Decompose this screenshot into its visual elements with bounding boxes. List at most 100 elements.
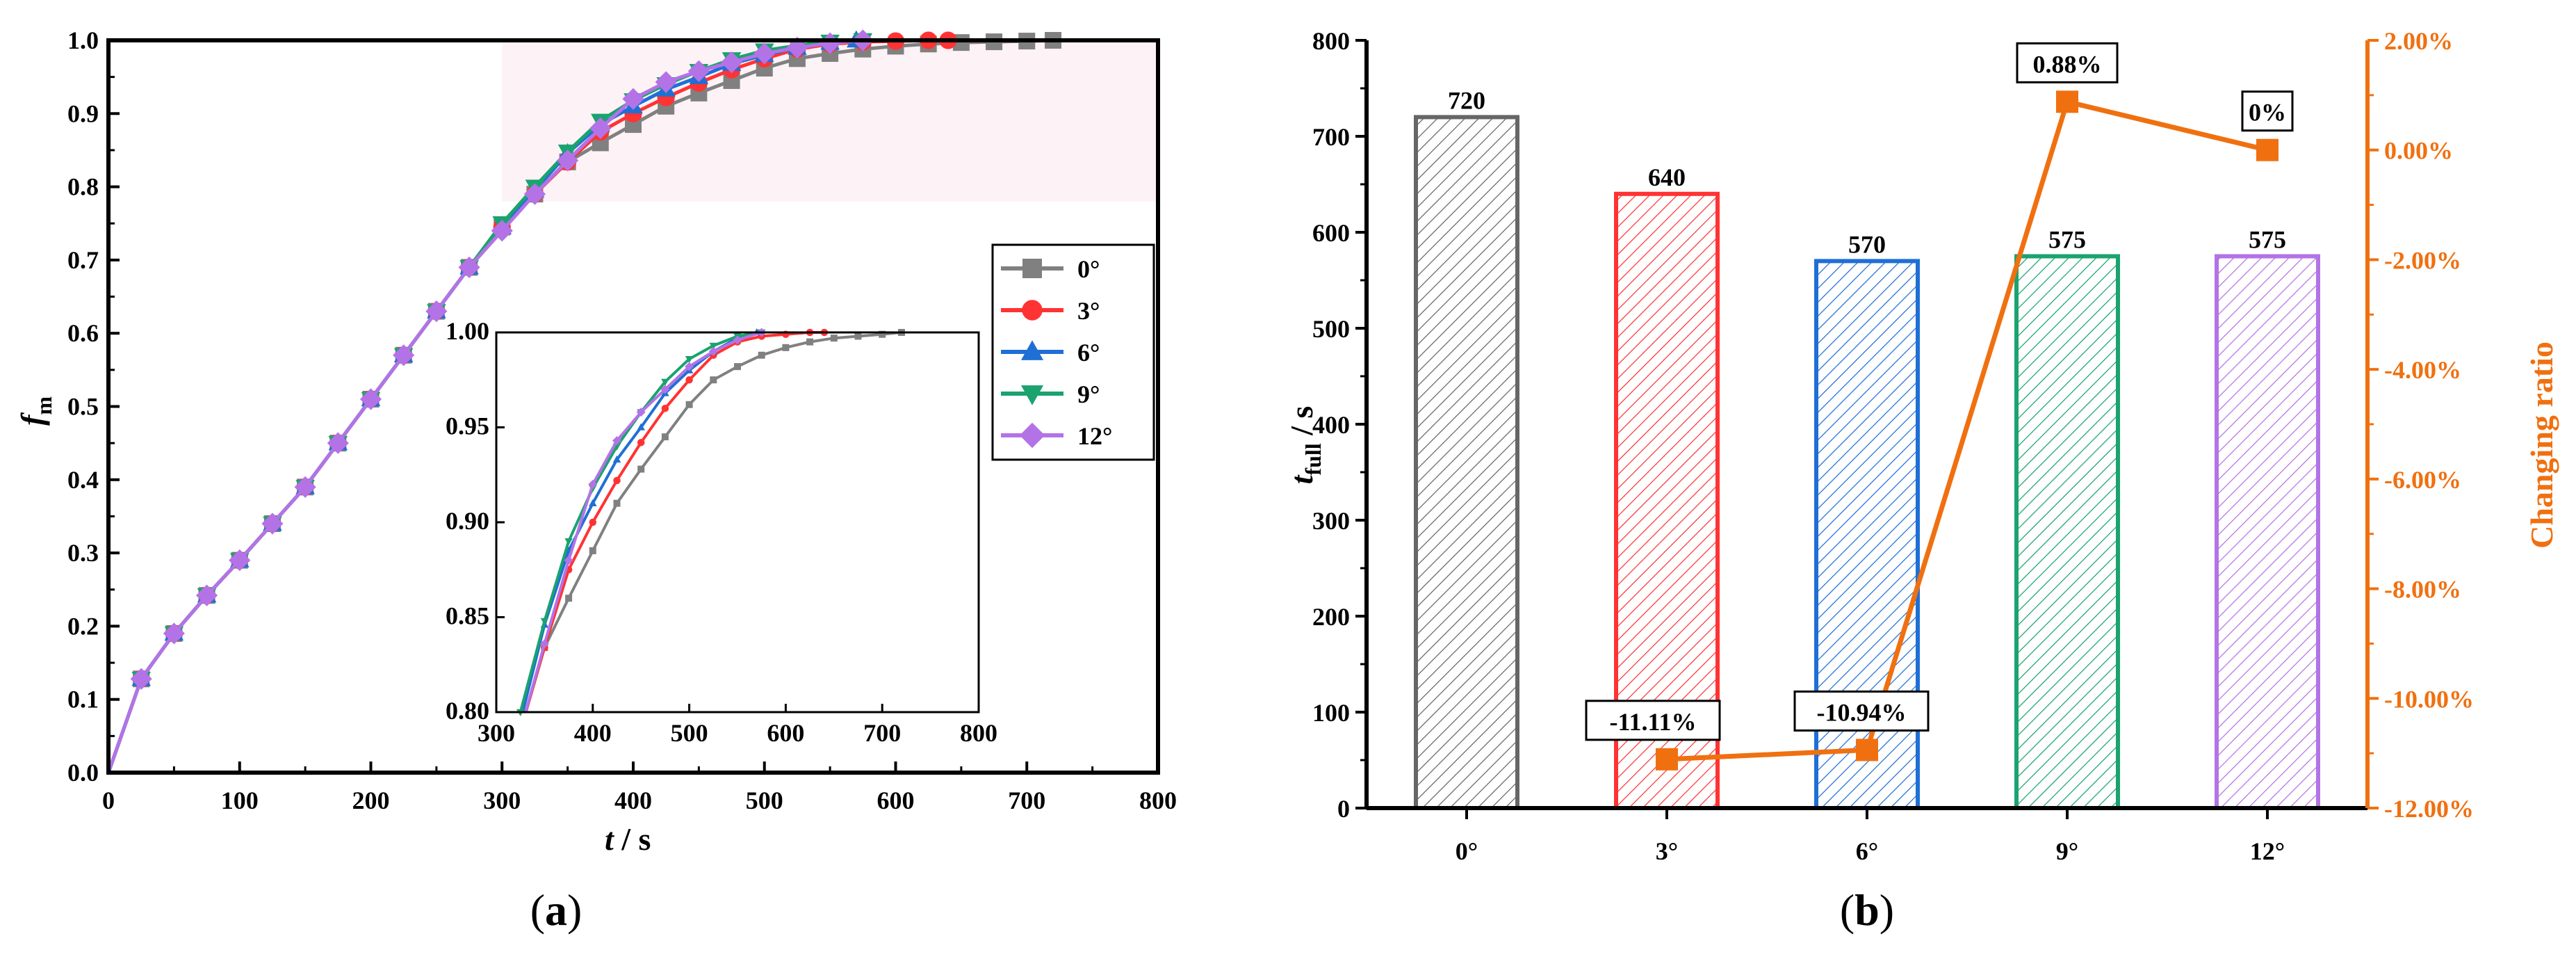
a-data-point: [523, 183, 546, 205]
a-data-point: [425, 300, 448, 323]
b-y-tick-label: 200: [1312, 603, 1350, 631]
a-x-axis: 0 100 200 300 400 500 600 700 800: [102, 761, 1177, 814]
a-legend-item: 6°: [1001, 339, 1100, 366]
a-inset-background: [496, 332, 979, 712]
b-ratio-label: 0.88%: [2033, 50, 2102, 78]
b-y-tick-label: 400: [1312, 411, 1350, 439]
a-y-axis: 0.0 0.1 0.2 0.3 0.4 0.5 0.6 0.7 0.8 0.9 1.0: [67, 26, 120, 787]
a-inset-data-point: [564, 556, 573, 565]
a-inset-data-point: [854, 332, 862, 340]
a-x-axis-label-unit: / s: [614, 821, 651, 857]
a-y-tick-label: 0.0: [67, 759, 99, 787]
b-ratio-point-2: 0.88%: [2016, 42, 2119, 113]
a-legend-marker: [1022, 259, 1042, 278]
a-inset-data-point: [565, 595, 573, 602]
b-bar-3: 575: [2014, 226, 2120, 810]
a-legend-item: 0°: [1001, 255, 1100, 283]
b-y-axis: 0 100 200 300 400 500 600 700 800: [1312, 27, 1367, 823]
a-inset-y-tick-label: 1.00: [446, 317, 489, 345]
a-inset-data-point: [782, 344, 790, 351]
a-inset-x-tick-label: 400: [574, 719, 612, 747]
a-data-point: [819, 32, 841, 54]
b-x-tick-label: 3°: [1656, 837, 1678, 865]
a-inset-data-point: [734, 363, 741, 371]
a-x-tick-label: 200: [352, 787, 390, 814]
a-data-point: [622, 88, 644, 110]
a-data-point: [753, 42, 776, 65]
chart-a: 0 100 200 300 400 500 600 700 800 0.00.10.20.30.…: [15, 26, 1177, 935]
panel-a-letter: a: [545, 885, 567, 935]
a-x-tick-label: 400: [614, 787, 652, 814]
a-data-point: [655, 71, 677, 93]
a-y-tick-label: 0.2: [67, 612, 99, 640]
a-y-tick-label: 0.7: [67, 246, 99, 274]
panel-b-caption: (b): [1840, 885, 1894, 935]
a-x-tick-label: 600: [877, 787, 915, 814]
a-legend-marker: [1019, 422, 1045, 449]
b-bar-value-label: 575: [2249, 226, 2286, 254]
a-inset-y-tick-label: 0.90: [446, 507, 489, 535]
b-bar: [2014, 254, 2120, 810]
a-inset-data-point: [539, 639, 549, 649]
b-ratio-marker: [2056, 90, 2078, 113]
a-inset-x-tick-label: 700: [863, 719, 901, 747]
a-inset-data-point: [661, 433, 669, 441]
a-inset-series-group: [516, 328, 905, 716]
a-x-tick-label: 100: [221, 787, 259, 814]
b-y-tick-label: 500: [1312, 315, 1350, 343]
a-data-point: [359, 388, 382, 410]
a-inset-series-4: [524, 328, 767, 713]
a-x-tick-label: 700: [1008, 787, 1045, 814]
b-secondary-axis-label: Changing ratio: [2524, 341, 2559, 549]
a-inset-x-tick-label: 500: [671, 719, 708, 747]
b-y-tick-label: 300: [1312, 507, 1350, 535]
b-y-axis-label-sub: full: [1301, 443, 1326, 475]
a-data-point: [491, 220, 513, 242]
a-inset-data-point: [612, 436, 621, 446]
a-data-point: [294, 476, 316, 498]
b-y-tick-label: 600: [1312, 219, 1350, 247]
b-x-axis: 0° 3° 6° 9° 12°: [1456, 808, 2285, 865]
a-y-axis-label-sub: m: [31, 396, 56, 415]
a-inset-data-point: [661, 378, 669, 386]
a-y-axis-label: fm: [15, 396, 56, 426]
a-inset-y-tick-label: 0.95: [446, 412, 489, 440]
a-data-point: [458, 256, 480, 279]
a-data-point: [195, 584, 218, 606]
a-legend-item: 9°: [1001, 380, 1100, 408]
a-inset-data-point: [613, 499, 621, 507]
a-inset-data-point: [709, 342, 718, 350]
a-data-point: [720, 51, 743, 74]
a-inset-data-point: [685, 362, 694, 371]
a-y-tick-label: 0.4: [67, 466, 99, 494]
a-inset-data-point: [612, 455, 621, 463]
b-ratio-label-box: [2241, 90, 2294, 132]
b-bar-value-label: 720: [1448, 86, 1485, 114]
b-y-axis-label-main: t: [1284, 474, 1319, 484]
b-ratio-label-box: [1585, 700, 1721, 741]
b-ratio-marker: [1856, 739, 1878, 761]
a-y-tick-label: 0.5: [67, 393, 99, 421]
b-y2-tick-label: -2.00%: [2384, 246, 2461, 274]
b-ratio-series: -11.11% -10.94% 0.88% 0%: [1585, 42, 2294, 771]
a-inset-data-point: [637, 439, 645, 446]
b-y2-tick-label: 0.00%: [2384, 137, 2453, 165]
a-legend-label: 12°: [1077, 422, 1112, 450]
a-inset-x-tick-label: 300: [478, 719, 515, 747]
b-y2-tick-label: -4.00%: [2384, 356, 2461, 384]
a-x-tick-label: 800: [1139, 787, 1177, 814]
a-legend-marker: [1020, 385, 1044, 405]
b-bar-value-label: 570: [1848, 230, 1886, 258]
a-y-tick-label: 0.1: [67, 686, 99, 714]
panel-a-caption: (a): [530, 885, 582, 935]
a-y-axis-label-main: f: [15, 412, 50, 426]
b-ratio-label: -11.11%: [1609, 708, 1696, 736]
b-y-tick-label: 0: [1337, 795, 1350, 823]
b-ratio-point-0: -11.11%: [1585, 700, 1721, 771]
panel-b-letter: b: [1854, 885, 1880, 935]
a-inset-data-point: [758, 351, 765, 359]
a-y-tick-label: 0.8: [67, 173, 99, 201]
b-x-tick-label: 12°: [2250, 837, 2285, 865]
a-legend-item: 12°: [1001, 422, 1112, 450]
a-inset-data-point: [661, 404, 669, 412]
